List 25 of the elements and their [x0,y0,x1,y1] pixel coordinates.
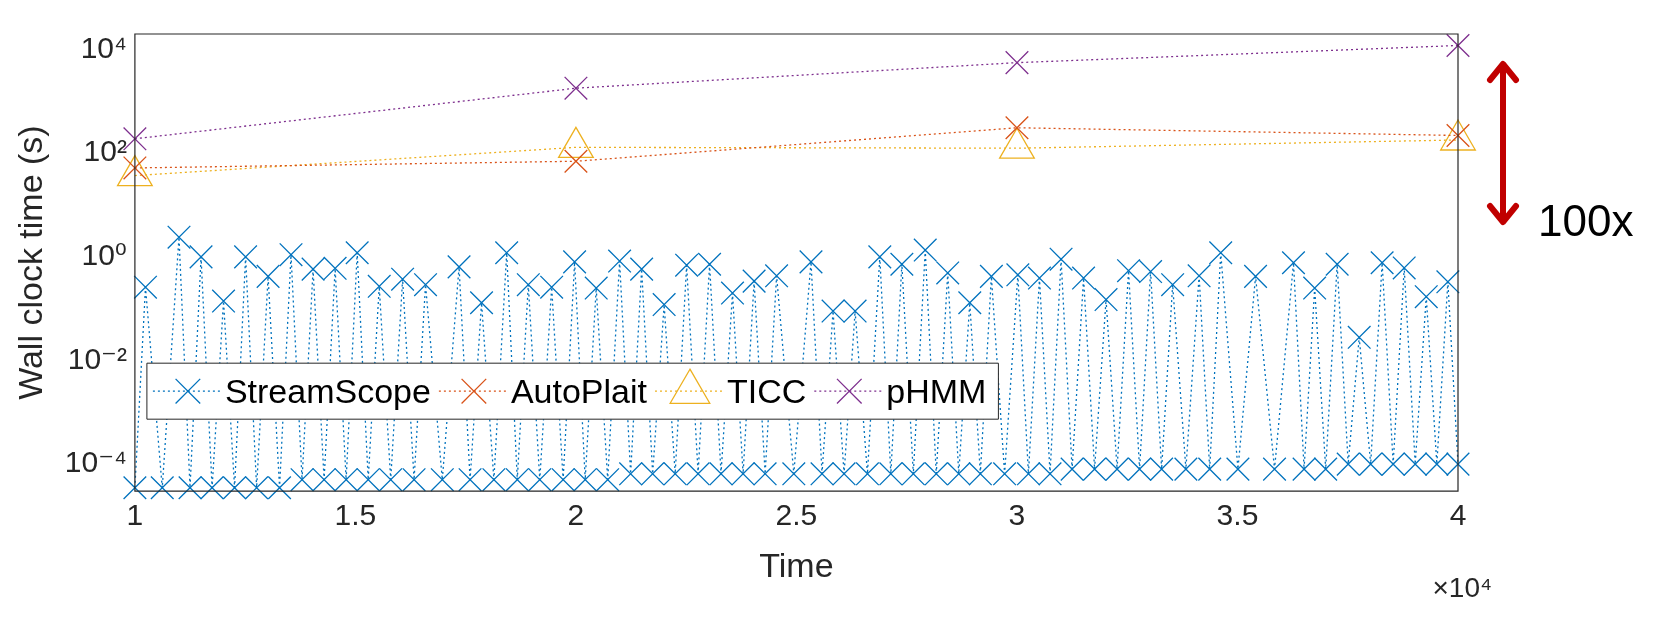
x-tick-label: 3 [1008,498,1026,532]
text: 100x [1538,196,1634,246]
y-tick-label: 10⁴ [80,30,127,64]
x-tick-label: 3.5 [1216,498,1259,532]
y-tick-label: 10⁻² [67,341,127,375]
legend-label: StreamScope [224,371,431,410]
x-axis-title: Time [759,545,834,584]
y-tick-label: 10² [83,134,127,168]
x-tick-label: 2 [567,498,585,532]
point [563,76,588,101]
x-tick-label: 1.5 [334,498,377,532]
x-tick-label: 1 [126,498,144,532]
y-tick-label: 10⁻⁴ [64,445,127,479]
y-axis-title: Wall clock time (s) [10,125,49,400]
legend-label: pHMM [886,371,987,410]
x-tick-label: 2.5 [775,498,818,532]
point [1005,115,1029,140]
x-tick-label: 4 [1449,498,1467,532]
legend-label: TICC [726,371,807,410]
text: ×10⁴ [1432,571,1492,603]
point [1446,33,1470,58]
point [1005,50,1029,75]
point [563,149,588,174]
legend-label: AutoPlait [510,371,648,410]
y-tick-label: 10⁰ [81,238,127,272]
